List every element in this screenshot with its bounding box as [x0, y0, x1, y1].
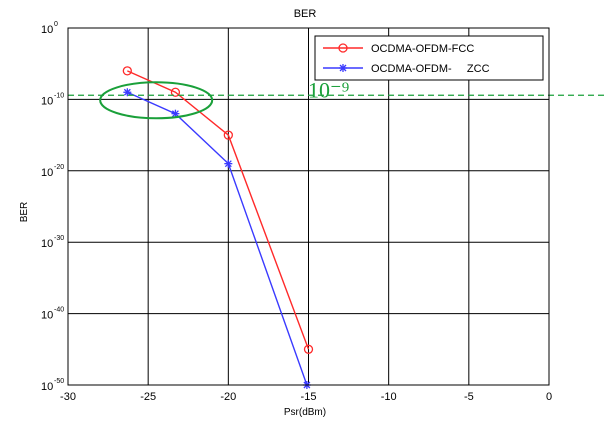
x-tick-label: -10	[381, 391, 397, 403]
legend-entry-label: OCDMA-OFDM-FCC	[371, 43, 474, 55]
marker-stroke	[171, 110, 179, 118]
y-tick-exponent: 0	[54, 21, 58, 28]
y-tick-label: 10	[41, 381, 53, 393]
chart-title: BER	[294, 8, 317, 20]
legend-swatch-marker	[338, 43, 348, 53]
y-axis-label: BER	[19, 202, 30, 223]
y-tick-exponent: -20	[54, 164, 64, 171]
x-tick-label: -20	[220, 391, 236, 403]
annotation: 10⁻⁹	[68, 77, 605, 120]
annotation-label: 10⁻⁹	[308, 77, 350, 102]
plot-area	[67, 27, 550, 386]
y-tick-exponent: -50	[54, 378, 64, 385]
legend-box	[314, 35, 544, 81]
y-tick-label: 10	[41, 238, 53, 250]
series-line	[127, 70, 310, 350]
y-tick-label: 10	[41, 95, 53, 107]
data-point-marker	[170, 87, 181, 97]
x-tick-label: 0	[546, 391, 552, 403]
y-tick-label: 10	[41, 24, 53, 36]
data-point-marker	[224, 159, 233, 168]
y-tick-exponent: -10	[54, 92, 64, 99]
y-tick-exponent: -30	[54, 235, 64, 242]
x-tick-label: -30	[60, 391, 76, 403]
data-point-marker	[123, 88, 132, 97]
data-point-marker	[303, 344, 314, 354]
y-tick-exponent: -40	[54, 307, 64, 314]
y-tick-label: 10	[41, 310, 53, 322]
data-point-marker	[223, 130, 233, 140]
x-tick-label: -25	[140, 391, 156, 403]
marker-stroke	[224, 160, 232, 168]
marker-stroke	[123, 88, 131, 96]
x-tick-label: -15	[301, 391, 317, 403]
highlight-ellipse	[99, 81, 214, 120]
series-lines	[122, 66, 314, 389]
x-tick-label: -5	[464, 391, 474, 403]
legend-entry-label: OCDMA-OFDM- ZCC	[371, 63, 490, 75]
y-tick-label: 10	[41, 167, 53, 179]
data-point-marker	[122, 66, 132, 76]
x-axis-label: Psr(dBm)	[284, 407, 326, 418]
legend: OCDMA-OFDM-FCC OCDMA-OFDM- ZCC	[314, 35, 544, 81]
series-line	[127, 91, 308, 386]
legend-swatch-marker	[339, 64, 347, 72]
marker-stroke	[339, 64, 347, 72]
